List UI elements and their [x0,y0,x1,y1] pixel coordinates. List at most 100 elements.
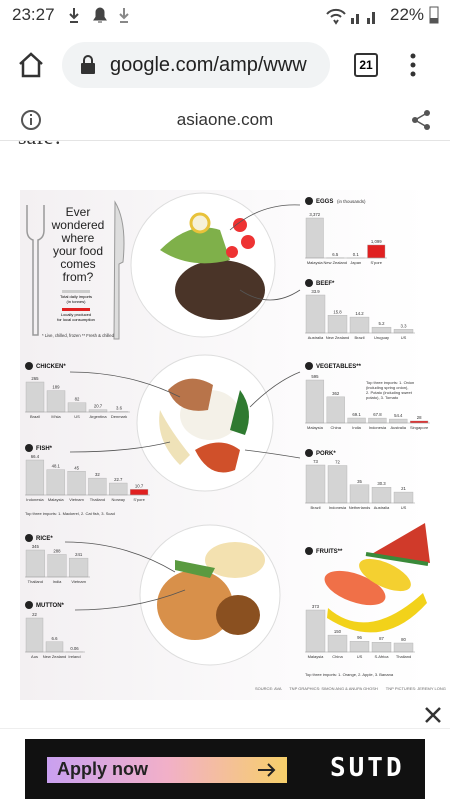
bar [46,642,63,652]
panel-title: VEGETABLES** [316,364,362,370]
bar-value: 1,099 [371,239,382,244]
bar-value: 33.9 [311,289,320,294]
bar-label: US [74,414,80,419]
bar-label: New Zealand [43,654,67,659]
menu-button[interactable] [408,52,418,78]
bar-label: Denmark [111,414,127,419]
tab-count[interactable]: 21 [354,53,378,77]
bar-label: US [357,654,363,659]
share-button[interactable] [410,109,432,131]
bar-value: 6.5 [332,252,339,257]
panel-title: RICE* [36,536,53,542]
legend-imports-unit: (in tonnes) [67,299,87,304]
home-button[interactable] [17,52,45,78]
panel-icon [25,601,33,609]
bar-value: 0.1 [353,252,360,257]
ad-button-text: Apply now [57,759,148,780]
bar-label: New Zealand [323,260,347,265]
close-ad-button[interactable] [420,702,446,728]
panel-icon [25,362,33,370]
bar-label: US [401,335,407,340]
bar-value: 3,372 [309,212,320,217]
bar [350,485,369,503]
bar-value: 45 [74,465,79,470]
bar-value: 67.8 [373,412,382,417]
bar [89,478,107,495]
legend-local-sub: for local consumption [57,317,95,322]
bar-value: 66.4 [31,454,40,459]
bar-label: China [331,425,342,430]
bar [26,618,43,652]
bar-label: Brazil [310,505,320,510]
bar [350,641,369,652]
bar [368,245,386,258]
title-line: from? [63,270,94,284]
bar [26,382,44,412]
ad-button[interactable]: Apply now [47,757,287,783]
bar [68,403,86,412]
bar-value: 28 [417,415,422,420]
bar-label: M'sia [51,414,61,419]
lock-icon [80,55,96,75]
bar-label: Norway [111,497,125,502]
bar-label: Malaysia [307,425,324,430]
bar-label: Malaysia [308,654,325,659]
legend-swatch-imports [62,290,90,293]
bar [26,550,45,577]
bar [328,315,347,333]
status-icons [68,6,138,26]
bar-value: 96 [357,635,362,640]
footnote: * Live, chilled, frozen ** Fresh & chill… [42,333,115,338]
signal-icons [325,6,385,26]
bar [306,610,325,652]
panel-title: MUTTON* [36,603,65,609]
panel-title: CHICKEN* [36,364,66,370]
bar-value: 82 [75,397,80,402]
bar [306,465,325,503]
bar-value: 14.2 [355,311,364,316]
bar-label: Brazil [30,414,40,419]
bar-value: 54.4 [394,413,403,418]
battery-icon [428,5,440,25]
plate-steak [131,193,275,337]
url-field[interactable]: google.com/amp/www [62,42,330,88]
bar-value: 20.7 [94,404,103,409]
ad-arrow [257,763,277,777]
bar [394,492,413,503]
panel-note: Top three imports: 1. Mackerel, 2. Cat f… [25,511,115,516]
bar [328,466,347,503]
bar [389,419,407,423]
credit: TNP PICTURES: JEREMY LONG [386,686,446,691]
bar [372,327,391,333]
panel-icon [305,547,313,555]
bar-label: Ireland [68,654,80,659]
bar-value: 10.7 [135,483,144,488]
panel-icon [305,362,313,370]
panel-icon [305,449,313,457]
bar-label: Australia [308,335,324,340]
bar-label: Australia [374,505,390,510]
bar-label: Netherlands [349,505,371,510]
ad-banner[interactable]: Apply now SUTD [0,728,450,801]
bar-value: 150 [334,629,342,634]
bar-label: S'pore [371,260,383,265]
panel-note: Top three imports: 1. Orange, 2. Apple, … [305,672,394,677]
bar-label: Malaysia [48,497,65,502]
title-line: Ever [66,205,91,219]
bar-value: 345 [32,544,40,549]
legend-swatch-local [62,308,90,311]
bar-label: S'pore [133,497,145,502]
url-text: google.com/amp/www [110,54,307,77]
amp-header: asiaone.com [0,100,450,141]
bar [328,635,347,652]
bar [306,295,325,333]
bar-value: 32 [95,472,100,477]
bar [130,489,148,495]
bar-value: 362 [332,391,340,396]
credit: TNP GRAPHICS: SIMON ANG & ANUPA GHOSH [289,686,378,691]
panel-icon [305,279,313,287]
bar-value: 288 [53,548,61,553]
bar-value: 48.1 [52,464,61,469]
bar-value: 87 [379,636,384,641]
